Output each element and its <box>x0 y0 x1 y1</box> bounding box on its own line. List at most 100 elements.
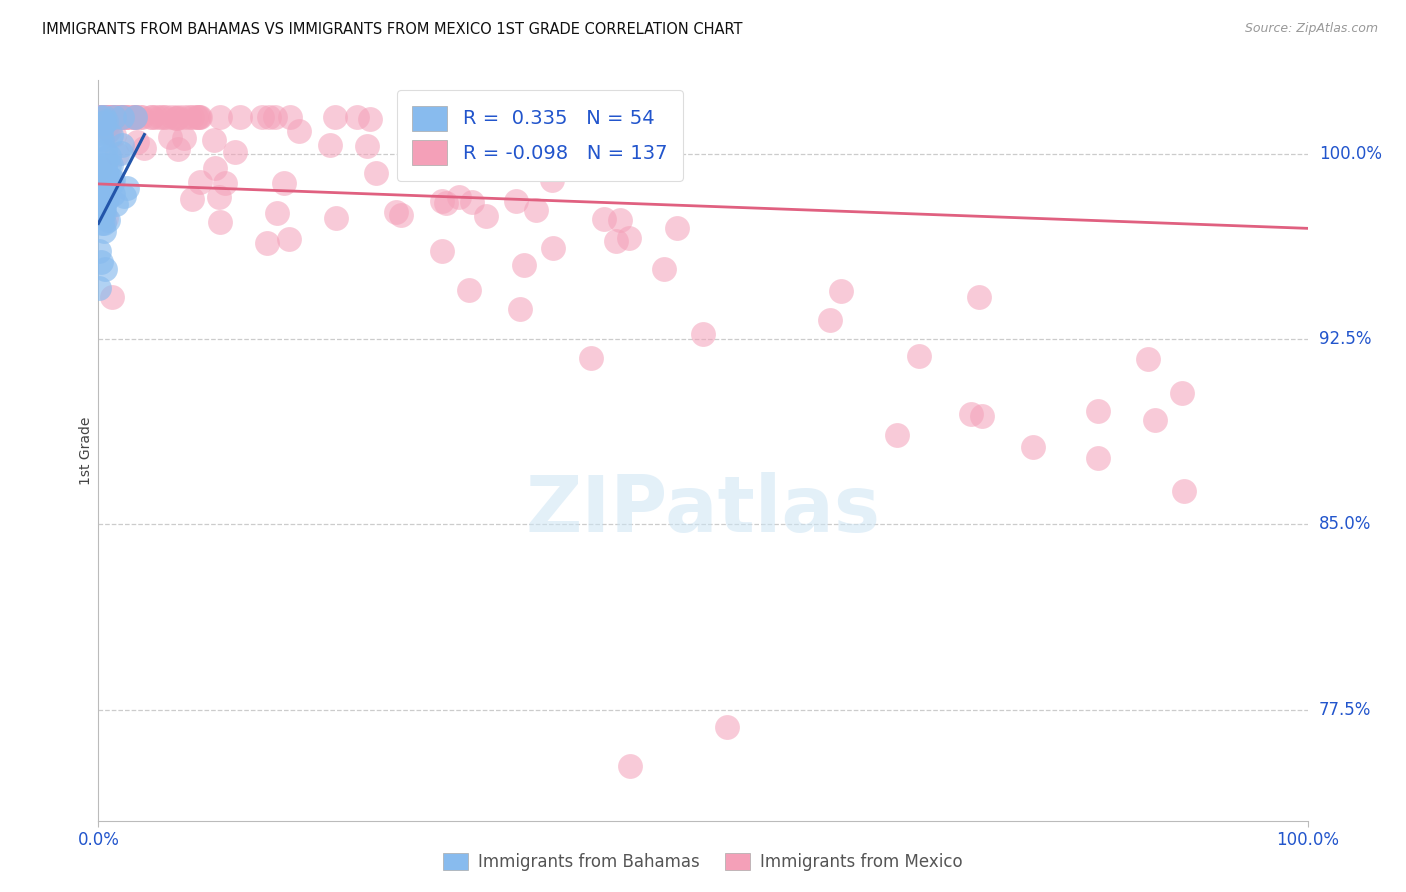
Point <box>103 128 125 143</box>
Point <box>288 123 311 137</box>
Point <box>165 112 187 126</box>
Point <box>505 194 527 208</box>
Point <box>432 194 454 209</box>
Point <box>94 114 117 128</box>
Point <box>166 111 188 125</box>
Point <box>524 202 547 217</box>
Point <box>619 231 641 245</box>
Point <box>101 173 124 187</box>
Point <box>159 130 181 145</box>
Point <box>124 111 146 125</box>
Point <box>141 111 163 125</box>
Point <box>93 185 115 199</box>
Text: 92.5%: 92.5% <box>1319 330 1371 349</box>
Point <box>103 111 125 125</box>
Point <box>93 116 115 130</box>
Point <box>103 111 125 125</box>
Point <box>204 133 226 147</box>
Point <box>152 111 174 125</box>
Point <box>93 224 115 238</box>
Point <box>96 111 118 125</box>
Point <box>229 111 252 125</box>
Text: 77.5%: 77.5% <box>1319 700 1371 719</box>
Point <box>108 111 131 125</box>
Point <box>177 111 200 125</box>
Point <box>110 145 132 160</box>
Point <box>541 241 564 255</box>
Point <box>91 159 114 173</box>
Point <box>93 216 115 230</box>
Point <box>188 175 211 189</box>
Point <box>93 144 115 158</box>
Point <box>94 193 117 207</box>
Point <box>1022 440 1045 454</box>
Point <box>155 111 177 125</box>
Point <box>132 141 155 155</box>
Point <box>160 111 183 125</box>
Point <box>278 231 301 245</box>
Point <box>101 176 124 190</box>
Point <box>509 301 531 316</box>
Point <box>1171 386 1194 401</box>
Point <box>593 211 616 226</box>
Point <box>89 111 111 125</box>
Point <box>89 111 111 125</box>
Point <box>181 111 204 125</box>
Point <box>886 428 908 442</box>
Point <box>89 111 111 125</box>
Point <box>447 189 470 203</box>
Point <box>513 258 536 272</box>
Point <box>96 125 118 139</box>
Point <box>96 211 118 225</box>
Point <box>384 205 406 219</box>
Point <box>90 194 112 209</box>
Point <box>820 312 842 326</box>
Point <box>94 111 117 125</box>
Point <box>273 176 295 190</box>
Point <box>89 131 111 145</box>
Point <box>98 176 121 190</box>
Point <box>461 194 484 209</box>
Point <box>692 327 714 342</box>
Point <box>1173 484 1195 499</box>
Text: Source: ZipAtlas.com: Source: ZipAtlas.com <box>1244 22 1378 36</box>
Point <box>93 201 115 215</box>
Point <box>90 133 112 147</box>
Point <box>125 135 148 149</box>
Point <box>87 281 110 295</box>
Point <box>666 221 689 235</box>
Point <box>89 111 111 125</box>
Point <box>97 111 120 125</box>
Point <box>89 185 111 199</box>
Point <box>94 261 117 276</box>
Point <box>346 111 368 125</box>
Point <box>447 122 470 136</box>
Point <box>101 290 124 304</box>
Point <box>96 192 118 206</box>
Legend: Immigrants from Bahamas, Immigrants from Mexico: Immigrants from Bahamas, Immigrants from… <box>434 845 972 880</box>
Point <box>128 111 150 125</box>
Point <box>1136 351 1159 366</box>
Point <box>188 111 211 125</box>
Point <box>100 111 122 125</box>
Point <box>108 111 131 125</box>
Point <box>141 111 163 125</box>
Point <box>114 111 136 125</box>
Point <box>111 138 134 153</box>
Point <box>430 140 453 154</box>
Point <box>91 111 114 125</box>
Point <box>90 111 112 125</box>
Point <box>266 206 288 220</box>
Point <box>652 262 675 277</box>
Text: IMMIGRANTS FROM BAHAMAS VS IMMIGRANTS FROM MEXICO 1ST GRADE CORRELATION CHART: IMMIGRANTS FROM BAHAMAS VS IMMIGRANTS FR… <box>42 22 742 37</box>
Point <box>204 161 226 176</box>
Point <box>93 151 115 165</box>
Point <box>91 203 114 218</box>
Point <box>124 111 146 125</box>
Point <box>475 209 498 223</box>
Point <box>117 181 139 195</box>
Point <box>93 111 115 125</box>
Point <box>98 158 121 172</box>
Point <box>830 284 852 298</box>
Point <box>430 244 453 258</box>
